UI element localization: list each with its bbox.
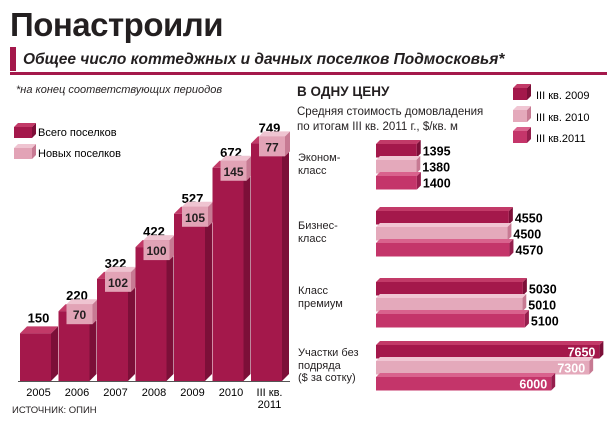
value-label-price: 5100 bbox=[531, 315, 559, 329]
price-category-label: Эконом-класс bbox=[298, 152, 340, 177]
price-chart-subtitle-line-2: по итогам III кв. 2011 г., $/кв. м bbox=[297, 121, 458, 133]
price-chart-subtitle-line-1: Средняя стоимость домовладения bbox=[297, 106, 484, 118]
price-category-label-line: класс bbox=[298, 232, 327, 245]
badge-new bbox=[143, 235, 175, 261]
x-tick-label: 2008 bbox=[142, 387, 166, 399]
bar-price bbox=[376, 239, 514, 257]
bar-price bbox=[376, 207, 513, 225]
value-label-price: 1380 bbox=[422, 161, 450, 175]
price-category-label: Бизнес-класс bbox=[298, 220, 338, 245]
chart-subtitle: Общее число коттеджных и дачных поселков… bbox=[23, 51, 505, 68]
legend-label-new: Новых поселков bbox=[38, 148, 121, 160]
price-category-label-line: Класс bbox=[298, 285, 328, 297]
bar-price bbox=[376, 310, 529, 328]
legend-swatch-new bbox=[14, 144, 36, 159]
legend-swatch-year bbox=[513, 84, 531, 100]
x-tick-label: 2009 bbox=[180, 387, 204, 399]
accent-bar bbox=[10, 47, 16, 71]
value-label-price: 1395 bbox=[423, 145, 451, 159]
bar-price bbox=[376, 140, 421, 158]
x-tick-label: 2007 bbox=[103, 387, 127, 399]
value-label-price: 1400 bbox=[423, 177, 451, 191]
bar-price bbox=[376, 172, 421, 190]
bar-price bbox=[376, 156, 421, 174]
bar-price bbox=[376, 223, 512, 241]
x-tick-label: III кв. bbox=[257, 387, 283, 399]
legend-label-year: III кв. 2009 bbox=[536, 90, 589, 102]
value-label-new: 100 bbox=[146, 244, 166, 258]
value-label-new: 105 bbox=[185, 211, 205, 225]
badge-new bbox=[259, 131, 290, 157]
price-category-label: Участки без подряда ($ за сотку) bbox=[298, 347, 358, 385]
value-label-price: 5010 bbox=[528, 299, 556, 313]
bar-price bbox=[376, 278, 527, 296]
badge-new bbox=[182, 201, 213, 227]
x-tick-label: 2006 bbox=[65, 387, 89, 399]
source-note: ИСТОЧНИК: ОПИН bbox=[12, 405, 97, 416]
value-label-price: 7300 bbox=[557, 362, 585, 376]
x-tick-label: 2011 bbox=[258, 399, 282, 411]
legend-swatch-year bbox=[513, 106, 531, 122]
bar-total bbox=[20, 326, 58, 381]
x-tick-label: 2010 bbox=[219, 387, 243, 399]
bar-total bbox=[174, 206, 212, 381]
value-label-total: 150 bbox=[28, 310, 50, 325]
value-label-new: 70 bbox=[73, 308, 87, 322]
bar-total bbox=[251, 136, 289, 381]
price-category-label-line: Бизнес- bbox=[298, 220, 338, 232]
value-label-price: 4550 bbox=[515, 212, 543, 226]
footnote: *на конец соответствующих периодов bbox=[16, 84, 223, 96]
value-label-price: 4500 bbox=[513, 228, 541, 242]
bar-price bbox=[376, 357, 594, 375]
legend-label-year: III кв.2011 bbox=[536, 133, 586, 145]
value-label-new: 145 bbox=[223, 165, 243, 179]
bar-price bbox=[376, 341, 604, 359]
legend-swatch-total bbox=[14, 123, 36, 138]
bar-price bbox=[376, 294, 527, 312]
price-category-label-line: ($ за сотку) bbox=[298, 372, 356, 384]
legend-label-year: III кв. 2010 bbox=[536, 112, 589, 124]
legend-label-total: Всего поселков bbox=[38, 127, 117, 139]
divider-line bbox=[10, 72, 607, 75]
value-label-new: 77 bbox=[265, 140, 279, 154]
price-category-label-line: Участки без bbox=[298, 347, 359, 359]
price-category-label-line: премиум bbox=[298, 297, 343, 310]
badge-new bbox=[66, 299, 98, 325]
price-category-label-line: Эконом- bbox=[298, 152, 341, 164]
value-label-price: 6000 bbox=[519, 378, 547, 392]
bar-price bbox=[376, 373, 556, 391]
legend-swatch-year bbox=[513, 127, 531, 143]
price-category-label-line: класс bbox=[298, 164, 327, 177]
badge-new bbox=[105, 266, 136, 292]
value-label-new: 102 bbox=[108, 276, 128, 290]
x-tick-label: 2005 bbox=[26, 387, 50, 399]
value-label-price: 7650 bbox=[568, 346, 596, 360]
price-chart-title: В ОДНУ ЦЕНУ bbox=[297, 84, 390, 99]
bar-total bbox=[212, 160, 251, 381]
value-label-price: 4570 bbox=[515, 244, 543, 258]
badge-new bbox=[220, 155, 252, 181]
price-category-label: Класс премиум bbox=[298, 285, 343, 310]
chart-title: Понастроили bbox=[10, 6, 224, 43]
value-label-price: 5030 bbox=[529, 283, 557, 297]
price-category-label-line: подряда bbox=[298, 359, 341, 372]
